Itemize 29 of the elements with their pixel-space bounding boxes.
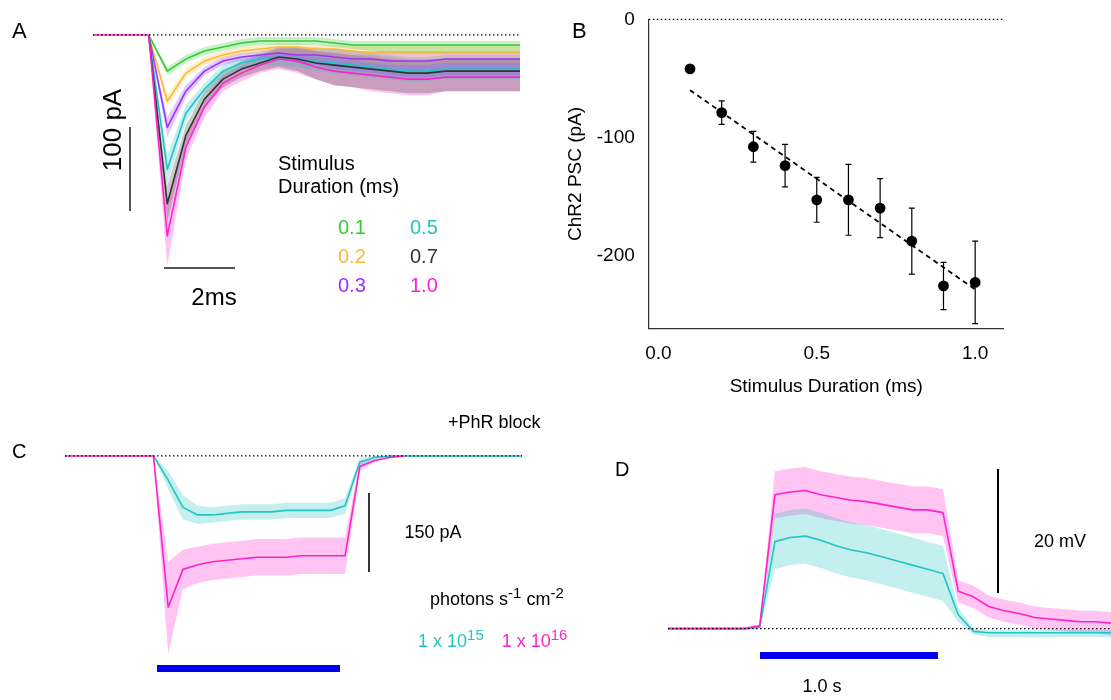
text: 0.5 [410, 216, 439, 239]
text: 0.1 [338, 216, 367, 239]
text: 0.2 [338, 245, 367, 268]
text: 0.7 [410, 245, 439, 268]
text: 0.3 [338, 274, 367, 297]
x-tick-label: 0.5 [803, 342, 830, 364]
x-tick-label: 0.0 [645, 342, 672, 364]
text: 1.0 [410, 274, 439, 297]
annotation: 20 mV [1033, 530, 1087, 552]
x-axis-title: Stimulus Duration (ms) [729, 374, 923, 396]
text: 2ms [191, 283, 237, 311]
y-axis-title: ChR2 PSC (pA) [563, 106, 585, 241]
legend-title: photons s$^{-1}$ cm$^{-2}$ [430, 584, 565, 610]
x-tick-label: 1.0 [961, 342, 989, 364]
y-tick-label: -200 [596, 243, 635, 265]
chart-title: C [12, 440, 27, 463]
chart-subtitle: +PhR block [448, 412, 541, 433]
annotation: 100 pA [96, 88, 128, 172]
chart-title: B [572, 18, 587, 44]
point [684, 63, 696, 75]
text: 1.0 s [802, 675, 842, 697]
annotation: 150 pA [404, 521, 462, 543]
text: 1 x 10$^{15}$ [418, 625, 484, 652]
y-tick-label: -100 [596, 125, 635, 147]
chart-title: D [615, 458, 630, 481]
y-tick-label: 0 [624, 7, 635, 29]
chart-title: A [12, 18, 27, 44]
text: 1 x 10$^{16}$ [501, 625, 568, 652]
legend-title: Stimulus Duration (ms) [278, 152, 401, 198]
